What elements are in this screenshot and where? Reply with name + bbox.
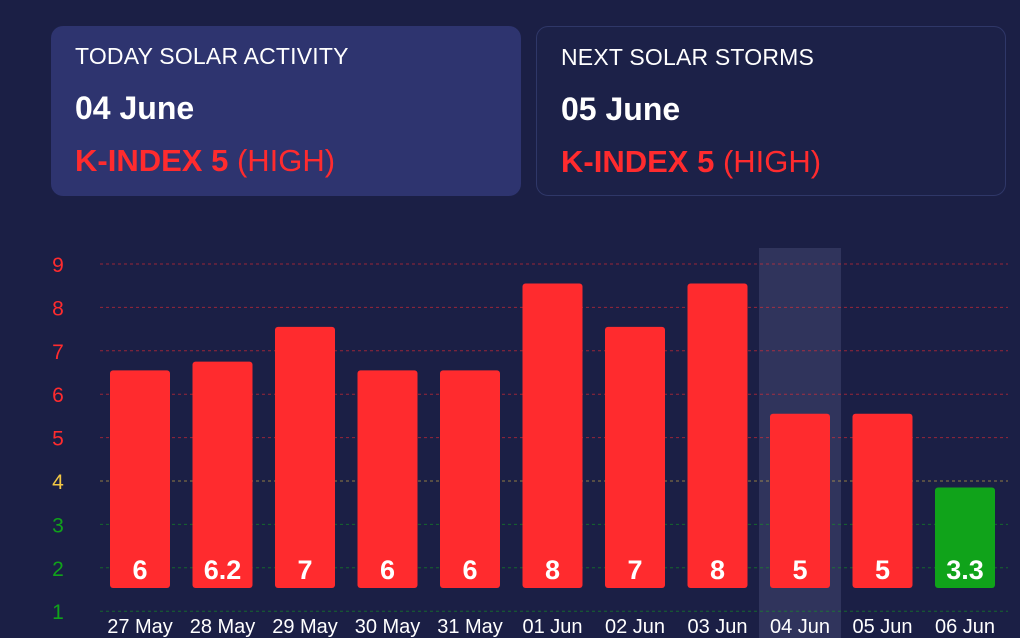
bar — [110, 370, 170, 588]
bar — [522, 283, 583, 588]
bar — [935, 487, 995, 588]
bar-value-label: 6 — [380, 555, 395, 585]
bar — [770, 413, 830, 588]
x-tick-label: 03 Jun — [687, 616, 747, 638]
card-title: TODAY SOLAR ACTIVITY — [75, 43, 349, 69]
y-tick-label: 9 — [52, 254, 64, 277]
card-date: 04 June — [75, 90, 195, 126]
x-tick-label: 29 May — [272, 616, 338, 638]
today-activity-card: TODAY SOLAR ACTIVITY 04 June K-INDEX 5 (… — [51, 26, 521, 196]
y-tick-label: 8 — [52, 297, 64, 320]
bar-value-label: 6.2 — [204, 555, 242, 585]
card-title: NEXT SOLAR STORMS — [561, 44, 815, 70]
x-tick-label: 27 May — [107, 616, 173, 638]
bar — [852, 413, 913, 588]
kindex-value: K-INDEX 5 (HIGH) — [561, 144, 981, 180]
bar — [440, 370, 500, 588]
bar — [687, 283, 748, 588]
bar-value-label: 6 — [462, 555, 477, 585]
x-tick-label: 05 Jun — [852, 616, 912, 638]
x-tick-label: 02 Jun — [605, 616, 665, 638]
y-tick-label: 5 — [52, 428, 64, 451]
bar-value-label: 7 — [627, 555, 642, 585]
bar — [192, 361, 253, 588]
kindex-level: (HIGH) — [722, 144, 822, 179]
y-tick-label: 1 — [52, 601, 64, 624]
y-tick-label: 4 — [52, 471, 64, 494]
x-tick-label: 04 Jun — [770, 616, 830, 638]
bar-value-label: 8 — [710, 555, 725, 585]
y-tick-label: 6 — [52, 384, 64, 407]
bar-value-label: 3.3 — [946, 555, 984, 585]
kindex-label: K-INDEX 5 — [561, 144, 715, 179]
bar-value-label: 7 — [297, 555, 312, 585]
kindex-value: K-INDEX 5 (HIGH) — [75, 143, 497, 179]
x-tick-label: 28 May — [190, 616, 256, 638]
y-tick-label: 2 — [52, 558, 64, 581]
bar-value-label: 8 — [545, 555, 560, 585]
kindex-label: K-INDEX 5 — [75, 143, 229, 178]
card-date: 05 June — [561, 91, 681, 127]
x-tick-label: 30 May — [355, 616, 421, 638]
kindex-level: (HIGH) — [236, 143, 336, 178]
next-storms-card: NEXT SOLAR STORMS 05 June K-INDEX 5 (HIG… — [536, 26, 1006, 196]
y-tick-label: 3 — [52, 514, 64, 537]
bar — [357, 370, 418, 588]
bar — [605, 326, 665, 588]
y-tick-label: 7 — [52, 341, 64, 364]
x-tick-label: 06 Jun — [935, 616, 995, 638]
bar-value-label: 5 — [875, 555, 890, 585]
bar — [275, 326, 335, 588]
bar-value-label: 6 — [132, 555, 147, 585]
x-tick-label: 31 May — [437, 616, 503, 638]
x-tick-label: 01 Jun — [522, 616, 582, 638]
bar-value-label: 5 — [792, 555, 807, 585]
